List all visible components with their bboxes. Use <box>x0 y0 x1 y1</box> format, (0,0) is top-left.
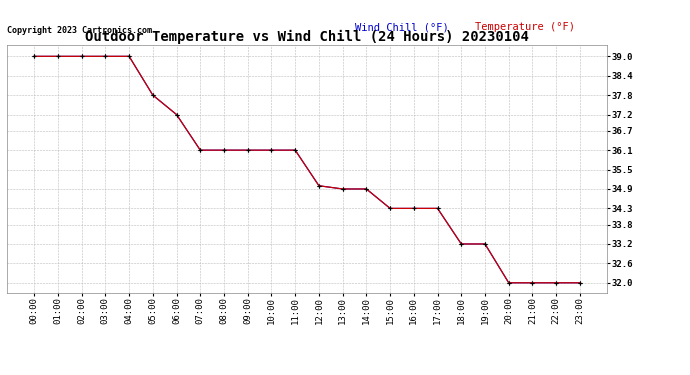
Text: Wind Chill (°F): Wind Chill (°F) <box>355 22 448 32</box>
Text: Temperature (°F): Temperature (°F) <box>475 22 575 32</box>
Title: Outdoor Temperature vs Wind Chill (24 Hours) 20230104: Outdoor Temperature vs Wind Chill (24 Ho… <box>85 30 529 44</box>
Text: Copyright 2023 Cartronics.com: Copyright 2023 Cartronics.com <box>7 26 152 35</box>
